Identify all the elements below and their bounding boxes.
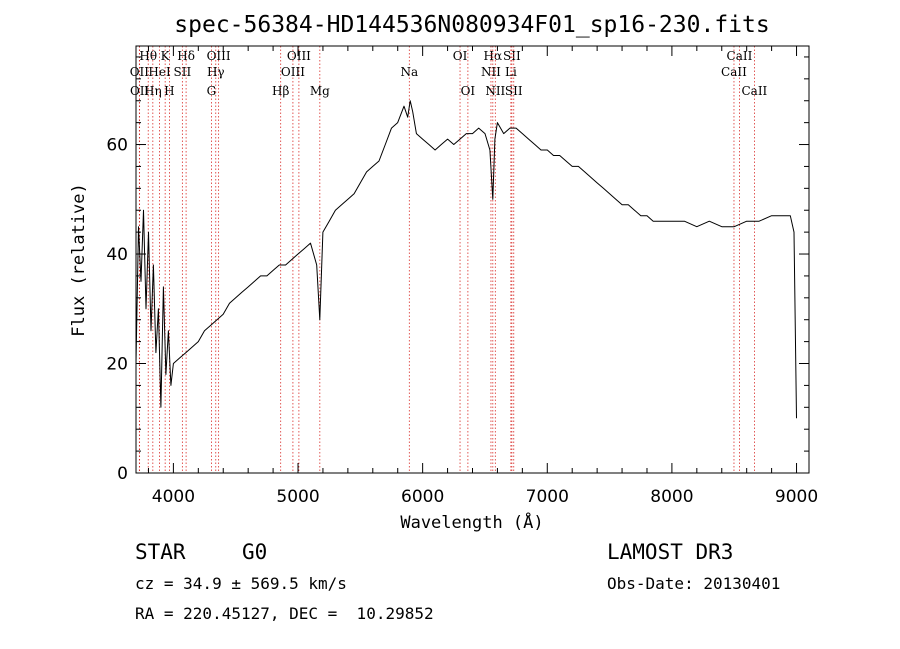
spectral-line-label: Hγ — [207, 65, 225, 79]
spectral-line-label: OIII — [281, 65, 305, 79]
spectral-line-label: Li — [505, 65, 517, 79]
spectral-line-label: CaII — [721, 65, 747, 79]
x-axis-label: Wavelength (Å) — [400, 511, 543, 533]
x-tick-label: 8000 — [650, 487, 693, 507]
spectral-line-label: CaII — [741, 84, 767, 98]
y-tick-label: 60 — [106, 136, 128, 156]
x-axis: 4000 5000 6000 7000 8000 9000 — [147, 46, 818, 507]
spectral-line-label: Mg — [310, 84, 330, 98]
observation-date: Obs-Date: 20130401 — [607, 574, 781, 593]
spectrum-line — [135, 100, 797, 419]
y-axis: 0 20 40 60 — [106, 56, 809, 484]
spectral-line-label: OI — [461, 84, 476, 98]
spectral-line-label: Hθ — [139, 49, 157, 63]
x-tick-label: 7000 — [526, 487, 569, 507]
spectral-line-label: Na — [400, 65, 418, 79]
survey-name: LAMOST DR3 — [607, 540, 734, 564]
spectral-line-label: G — [207, 84, 217, 98]
y-tick-label: 20 — [106, 355, 128, 375]
y-tick-label: 0 — [117, 464, 128, 484]
spectral-line-label: K — [161, 49, 171, 63]
x-tick-label: 4000 — [152, 487, 195, 507]
spectral-line-label: OIII — [287, 49, 311, 63]
coordinates-text: RA = 220.45127, DEC = 10.29852 — [135, 604, 434, 623]
spectral-line-label: OII — [130, 84, 150, 98]
spectral-line-label: HeI — [148, 65, 171, 79]
x-tick-label: 6000 — [401, 487, 444, 507]
spectral-line-label: H — [164, 84, 174, 98]
spectral-line-label: SII — [505, 84, 523, 98]
x-tick-label: 5000 — [276, 487, 319, 507]
spectral-line-label: CaII — [727, 49, 753, 63]
plot-frame — [135, 45, 810, 474]
spectral-line-label: SII — [174, 65, 192, 79]
redshift-text: cz = 34.9 ± 569.5 km/s — [135, 574, 347, 593]
spectral-line-label: Hβ — [272, 84, 289, 98]
spectral-line-label: SII — [503, 49, 521, 63]
spectral-line-label: OIII — [207, 49, 231, 63]
x-tick-label: 9000 — [775, 487, 818, 507]
y-tick-label: 40 — [106, 245, 128, 265]
spectral-line-label: OI — [453, 49, 468, 63]
spectral-line-label: Hδ — [177, 49, 195, 63]
chart-title: spec-56384-HD144536N080934F01_sp16-230.f… — [174, 12, 769, 38]
series-layer — [135, 100, 797, 419]
object-class: STAR — [135, 540, 186, 564]
spectral-line-label: Hη — [144, 84, 162, 98]
spectral-line-label: Hα — [484, 49, 503, 63]
spectral-line-label: NII — [481, 65, 501, 79]
spectral-line-label: NII — [485, 84, 505, 98]
object-subclass: G0 — [242, 540, 268, 564]
y-axis-label: Flux (relative) — [69, 183, 89, 337]
